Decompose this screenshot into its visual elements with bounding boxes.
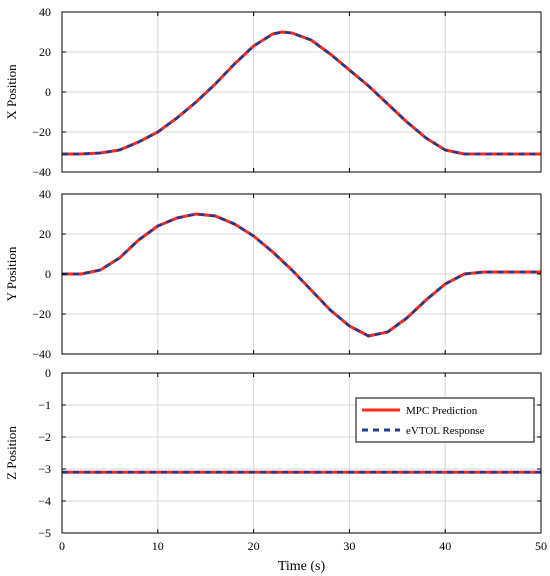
y-tick-label: −2	[38, 430, 51, 444]
y-tick-label: −3	[38, 462, 51, 476]
y-tick-label: −4	[38, 494, 51, 508]
y-tick-label: −20	[32, 125, 51, 139]
y-tick-label: −5	[38, 526, 51, 540]
y-tick-label: 0	[45, 267, 51, 281]
x-tick-label: 50	[535, 539, 547, 553]
y-tick-label: 0	[45, 85, 51, 99]
y-tick-label: −1	[38, 398, 51, 412]
y-tick-label: 0	[45, 366, 51, 380]
y-tick-label: −40	[32, 347, 51, 361]
y-tick-label: 40	[39, 5, 51, 19]
series-line-evtol-response	[62, 30, 541, 156]
x-tick-label: 40	[439, 539, 451, 553]
x-tick-label: 20	[248, 539, 260, 553]
y-tick-label: −40	[32, 165, 51, 179]
legend-label: eVTOL Response	[406, 425, 485, 437]
plot-area-3	[62, 373, 541, 533]
x-tick-label: 30	[343, 539, 355, 553]
x-tick-label: 10	[152, 539, 164, 553]
y-tick-label: 40	[39, 187, 51, 201]
y-axis-label: X Position	[4, 64, 19, 120]
y-tick-label: 20	[39, 227, 51, 241]
y-tick-label: 20	[39, 45, 51, 59]
y-axis-label: Z Position	[4, 426, 19, 480]
legend-label: MPC Prediction	[406, 405, 478, 417]
x-axis-label: Time (s)	[278, 559, 326, 574]
y-axis-label: Y Position	[4, 246, 19, 301]
x-tick-label: 0	[59, 539, 65, 553]
y-tick-label: −20	[32, 307, 51, 321]
legend-box	[355, 397, 535, 443]
series-line-evtol-response	[62, 212, 541, 338]
axes-frame	[61, 372, 542, 534]
